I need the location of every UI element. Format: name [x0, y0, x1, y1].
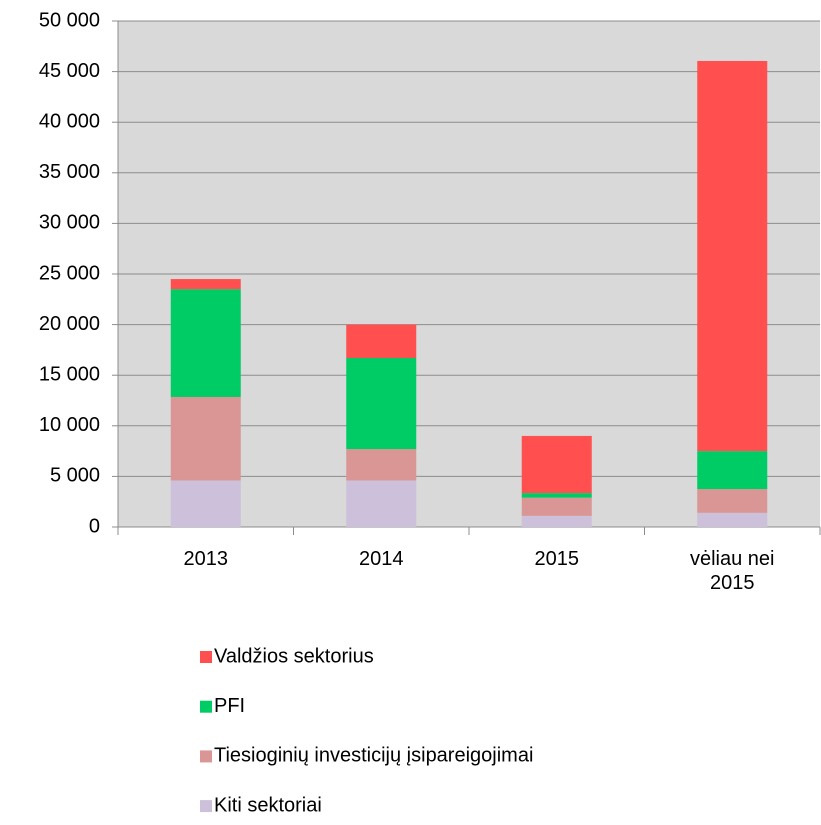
- x-tick-label: vėliau nei 2015: [689, 548, 775, 594]
- bar-segment: [697, 489, 768, 513]
- bar-segment: [170, 396, 241, 481]
- bar-segment: [346, 324, 417, 358]
- bar-segment: [170, 279, 241, 290]
- bar-segment: [697, 512, 768, 527]
- x-tick-label: 2014: [359, 548, 404, 570]
- bar-segment: [521, 493, 592, 498]
- legend-swatch: [200, 700, 212, 713]
- legend-label: PFI: [214, 695, 245, 717]
- bar-segment: [521, 435, 592, 494]
- legend-swatch: [200, 800, 212, 813]
- y-tick-label: 20 000: [39, 313, 100, 335]
- y-tick-label: 25 000: [39, 262, 100, 284]
- legend-swatch: [200, 750, 212, 763]
- legend-label: Kiti sektoriai: [214, 794, 322, 816]
- bar-segment: [346, 357, 417, 450]
- y-tick-label: 5 000: [50, 465, 100, 487]
- legend-label: Valdžios sektorius: [214, 645, 374, 667]
- bar-segment: [521, 497, 592, 516]
- x-tick-label: 2015: [534, 548, 580, 570]
- bar-segment: [170, 480, 241, 527]
- y-tick-label: 35 000: [39, 161, 100, 183]
- y-tick-label: 15 000: [39, 363, 100, 385]
- legend-label: Tiesioginių investicijų įsipareigojimai: [214, 745, 533, 767]
- y-tick-label: 30 000: [39, 212, 100, 234]
- y-tick-label: 10 000: [39, 414, 100, 436]
- bar-segment: [697, 451, 768, 490]
- legend-swatch: [200, 651, 212, 663]
- x-tick-label: 2013: [183, 548, 229, 570]
- y-tick-label: 45 000: [39, 60, 100, 82]
- y-tick-label: 40 000: [39, 110, 100, 132]
- y-tick-label: 50 000: [39, 9, 100, 31]
- y-tick-label: 0: [89, 515, 100, 537]
- bar-segment: [346, 449, 417, 481]
- bar-segment: [697, 60, 768, 452]
- bar-segment: [346, 480, 417, 527]
- bar-segment: [170, 289, 241, 397]
- bar-segment: [521, 515, 592, 527]
